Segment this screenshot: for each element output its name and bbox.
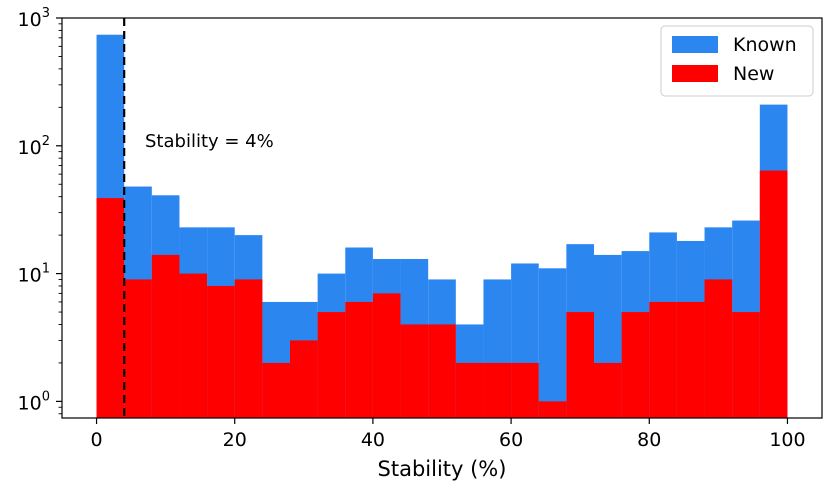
bar-new-5	[234, 279, 263, 418]
y-tick-label: 100	[18, 389, 50, 414]
legend-swatch-known	[672, 36, 718, 53]
bar-new-1	[124, 279, 152, 418]
bar-known-16	[538, 268, 567, 418]
new-bars	[96, 170, 788, 418]
bar-new-15	[511, 362, 539, 418]
bar-new-18	[594, 362, 622, 418]
bar-new-9	[345, 301, 373, 418]
bar-new-0	[96, 198, 125, 418]
legend-label-known: Known	[733, 34, 797, 56]
bar-new-7	[290, 340, 318, 418]
x-tick-label: 40	[361, 429, 385, 451]
bar-new-10	[372, 293, 401, 418]
plot-frame	[61, 17, 823, 419]
bar-new-17	[566, 312, 594, 418]
bar-new-16	[538, 401, 567, 418]
legend: Known New	[660, 25, 814, 97]
x-tick-label: 0	[90, 429, 102, 451]
legend-swatch-new	[672, 65, 718, 82]
bar-new-23	[732, 312, 760, 418]
x-tick-label: 80	[637, 429, 661, 451]
y-tick-label: 103	[18, 6, 50, 31]
bar-new-3	[179, 273, 208, 418]
y-axis-ticks: 100 101 102 103	[18, 6, 62, 414]
y-tick-label: 102	[18, 134, 50, 159]
x-tick-label: 100	[769, 429, 805, 451]
legend-label-new: New	[733, 63, 774, 85]
bar-new-14	[483, 362, 512, 418]
x-axis-ticks: 0 20 40 60 80 100	[90, 418, 806, 451]
bar-new-6	[262, 362, 290, 418]
y-tick-label: 101	[18, 262, 50, 287]
bar-new-2	[151, 254, 180, 418]
bar-new-22	[704, 279, 733, 418]
x-axis-label: Stability (%)	[378, 457, 507, 481]
bar-new-20	[649, 301, 677, 418]
x-tick-label: 20	[223, 429, 247, 451]
bar-new-13	[455, 362, 484, 418]
bar-new-8	[317, 312, 346, 418]
bar-new-4	[207, 285, 235, 418]
bar-new-12	[428, 324, 456, 418]
bar-new-21	[676, 301, 705, 418]
bar-new-24	[759, 170, 788, 418]
stability-annotation: Stability = 4%	[145, 131, 274, 152]
bar-new-11	[400, 324, 429, 418]
x-tick-label: 60	[499, 429, 523, 451]
bar-new-19	[621, 312, 650, 418]
